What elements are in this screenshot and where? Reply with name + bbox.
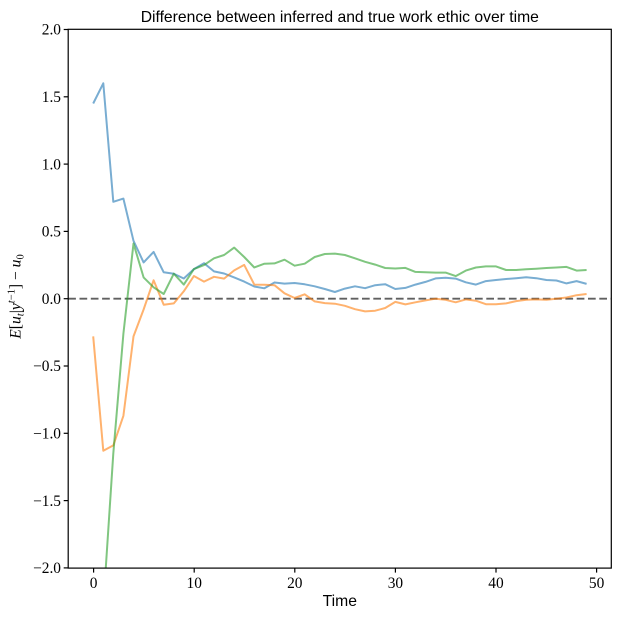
svg-text:30: 30 bbox=[388, 575, 404, 592]
svg-text:10: 10 bbox=[187, 575, 203, 592]
svg-text:−1.5: −1.5 bbox=[33, 493, 61, 510]
svg-text:Difference between inferred an: Difference between inferred and true wor… bbox=[141, 9, 539, 26]
svg-text:20: 20 bbox=[287, 575, 303, 592]
svg-text:0.5: 0.5 bbox=[42, 224, 62, 241]
svg-text:Time: Time bbox=[323, 593, 358, 610]
svg-text:0.0: 0.0 bbox=[42, 291, 62, 308]
svg-text:1.0: 1.0 bbox=[42, 156, 62, 173]
svg-text:E[ut|yt−1] − u0: E[ut|yt−1] − u0 bbox=[7, 254, 27, 339]
svg-text:−0.5: −0.5 bbox=[33, 358, 61, 375]
svg-text:1.5: 1.5 bbox=[42, 89, 62, 106]
svg-text:50: 50 bbox=[589, 575, 605, 592]
svg-text:0: 0 bbox=[90, 575, 98, 592]
svg-text:−1.0: −1.0 bbox=[33, 426, 61, 443]
svg-text:40: 40 bbox=[488, 575, 504, 592]
svg-text:−2.0: −2.0 bbox=[33, 560, 61, 577]
svg-text:2.0: 2.0 bbox=[42, 22, 62, 39]
